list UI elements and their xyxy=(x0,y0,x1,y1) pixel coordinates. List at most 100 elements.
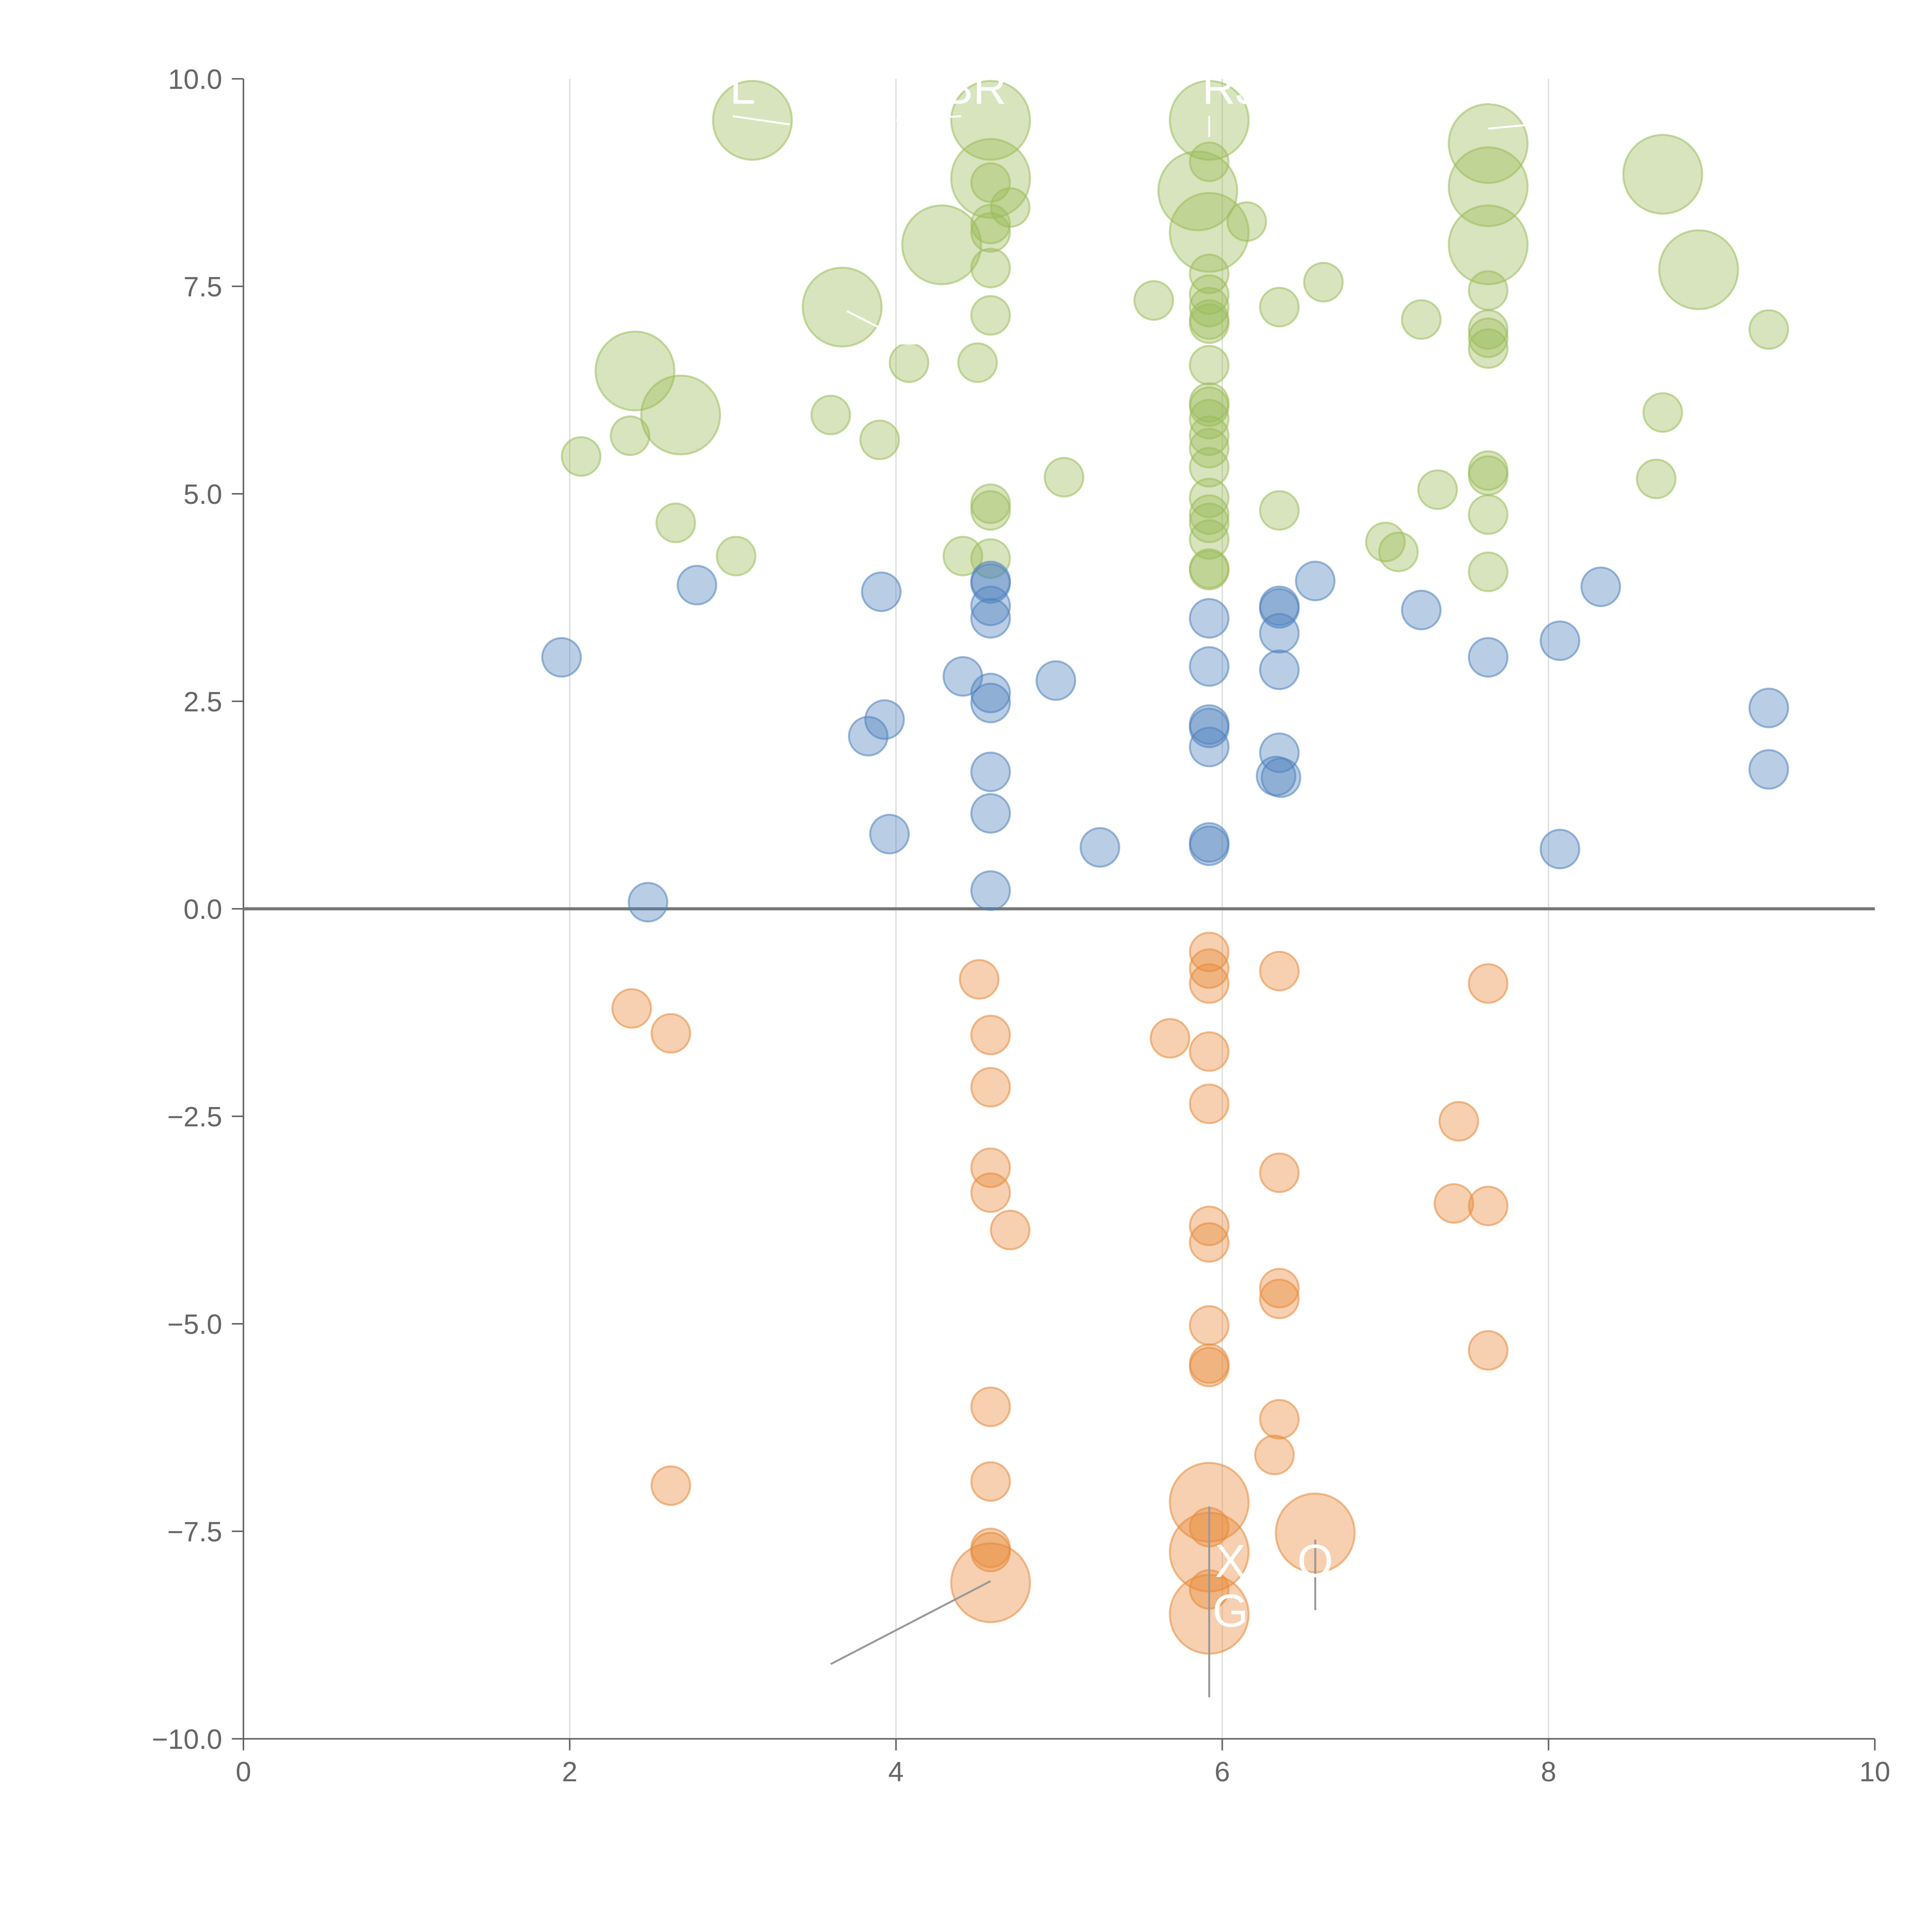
data-point-blue xyxy=(1189,726,1230,767)
data-point-orange xyxy=(1189,1031,1230,1072)
data-point-orange xyxy=(1189,1305,1230,1346)
data-point-orange xyxy=(611,988,652,1029)
data-point-blue xyxy=(970,585,1011,626)
label-layer: L BR RJ W B X OG xyxy=(730,62,1532,1697)
data-point-green xyxy=(716,536,757,577)
data-point-blue xyxy=(1539,828,1580,869)
data-point-orange xyxy=(970,1532,1011,1573)
data-point-blue xyxy=(1748,687,1789,728)
data-point-green xyxy=(1259,287,1300,328)
data-point-green xyxy=(1658,229,1739,310)
data-point-blue xyxy=(970,870,1011,911)
data-point-blue xyxy=(970,598,1011,639)
axis-layer: 0 2 4 6 8 10 −10.0 −7.5 −5.0 −2.5 0.0 2.5 5.0 7.5 10.0 xyxy=(152,64,1890,1787)
label-leader-line xyxy=(896,115,961,121)
data-point-orange xyxy=(1150,1018,1190,1059)
data-point-green xyxy=(1189,550,1230,591)
x-tick-label: 8 xyxy=(1541,1757,1556,1787)
data-point-orange xyxy=(1254,1434,1295,1475)
data-point-green xyxy=(1189,494,1230,535)
data-point-green xyxy=(1189,415,1230,456)
data-label: BR xyxy=(942,62,1007,114)
data-point-blue xyxy=(1295,561,1336,602)
data-point-green xyxy=(1189,303,1230,344)
data-point-green xyxy=(1189,345,1230,386)
data-point-green xyxy=(594,330,675,412)
data-point-orange xyxy=(1259,1152,1300,1193)
label-leader-line xyxy=(1488,123,1532,130)
data-point-green xyxy=(1303,262,1344,303)
data-point-orange xyxy=(970,1461,1011,1502)
data-point-green xyxy=(957,342,998,383)
data-point-green xyxy=(1401,299,1442,340)
data-point-green xyxy=(1378,531,1419,572)
data-point-green xyxy=(1468,328,1509,369)
data-point-orange xyxy=(1468,963,1509,1004)
data-point-green xyxy=(970,162,1011,203)
data-point-blue xyxy=(1259,649,1300,690)
data-point-green xyxy=(1189,519,1230,560)
data-point-green xyxy=(610,415,651,456)
data-point-orange xyxy=(970,1172,1011,1213)
data-point-orange xyxy=(950,1542,1031,1623)
data-point-green xyxy=(1133,280,1174,321)
data-point-orange xyxy=(1189,932,1230,973)
x-tick-label: 0 xyxy=(236,1757,251,1787)
data-point-green xyxy=(1259,490,1300,531)
data-point-green xyxy=(1226,201,1267,242)
y-tick-label: 5.0 xyxy=(184,479,222,510)
data-point-orange xyxy=(1189,1083,1230,1124)
y-tick-label: 10.0 xyxy=(168,64,222,95)
data-label: O xyxy=(1297,1535,1333,1587)
data-point-blue xyxy=(848,716,889,757)
data-point-green xyxy=(859,419,900,460)
data-point-blue xyxy=(1748,749,1789,790)
data-point-green xyxy=(1636,458,1677,499)
data-point-blue xyxy=(1189,646,1230,687)
data-point-blue xyxy=(677,565,718,605)
data-point-orange xyxy=(1189,948,1230,989)
data-point-green xyxy=(1447,146,1529,227)
data-point-green xyxy=(1622,134,1703,215)
data-point-blue xyxy=(628,882,668,923)
y-tick-label: −2.5 xyxy=(167,1102,222,1133)
data-point-green xyxy=(970,248,1011,289)
data-point-green xyxy=(1468,317,1509,358)
data-point-green xyxy=(901,204,982,286)
data-point-green xyxy=(561,436,602,477)
data-point-green xyxy=(1157,150,1238,231)
y-tick-label: −7.5 xyxy=(167,1517,222,1548)
data-point-orange xyxy=(1189,1222,1230,1263)
label-leader-line xyxy=(847,310,888,333)
data-point-blue xyxy=(970,793,1011,834)
data-label: G xyxy=(1213,1585,1248,1637)
data-point-green xyxy=(1468,455,1509,496)
data-point-orange xyxy=(1259,1268,1300,1309)
y-tick-label: 7.5 xyxy=(184,272,222,303)
y-tick-label: −5.0 xyxy=(167,1309,222,1340)
data-point-blue xyxy=(970,563,1011,604)
data-point-blue xyxy=(1259,588,1300,629)
data-point-green xyxy=(1189,386,1230,427)
data-point-blue xyxy=(1260,757,1301,798)
x-tick-label: 4 xyxy=(888,1757,904,1787)
data-label: W xyxy=(1461,62,1505,114)
data-label: X xyxy=(1215,1535,1246,1587)
data-point-blue xyxy=(869,814,910,855)
data-point-orange xyxy=(1189,963,1230,1004)
data-point-green xyxy=(1189,447,1230,488)
data-point-orange xyxy=(990,1209,1031,1250)
data-point-blue xyxy=(970,682,1011,723)
data-point-orange xyxy=(970,1147,1011,1188)
data-point-green xyxy=(801,267,883,348)
data-point-green xyxy=(1447,103,1529,184)
data-point-green xyxy=(970,204,1011,245)
data-point-green xyxy=(970,295,1011,336)
data-point-green xyxy=(1642,392,1683,433)
data-point-green xyxy=(950,80,1031,161)
data-point-green xyxy=(970,212,1011,253)
label-leader-line xyxy=(733,115,790,126)
data-point-blue xyxy=(1539,620,1580,661)
